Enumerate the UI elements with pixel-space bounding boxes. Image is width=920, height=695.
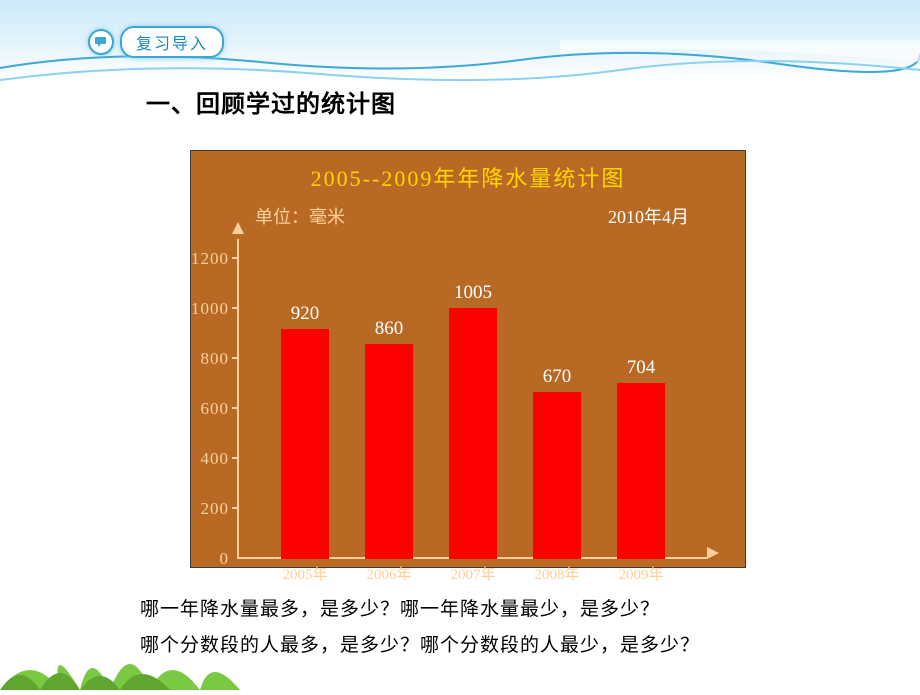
speech-bubble-icon: [88, 29, 114, 55]
category-label: 2008年: [523, 563, 591, 584]
x-axis-arrow-icon: [707, 546, 719, 564]
y-tick-mark: [232, 357, 237, 359]
bar-value-label: 920: [281, 303, 329, 325]
rainfall-chart: 2005--2009年年降水量统计图 单位：毫米 2010年4月 0200400…: [190, 150, 746, 568]
question-line-2: 哪个分数段的人最多，是多少？哪个分数段的人最少，是多少？: [140, 628, 700, 664]
category-label: 2005年: [271, 563, 339, 584]
y-tick-mark: [232, 407, 237, 409]
y-axis: [237, 239, 239, 559]
category-label: 2006年: [355, 563, 423, 584]
section-badge: 复习导入: [88, 26, 224, 58]
bar-value-label: 670: [533, 366, 581, 388]
section-badge-label: 复习导入: [120, 26, 224, 58]
y-tick-label: 800: [201, 349, 230, 369]
chart-bar: 670: [533, 392, 581, 560]
bar-value-label: 860: [365, 318, 413, 340]
bar-value-label: 1005: [449, 282, 497, 304]
category-label: 2009年: [607, 563, 675, 584]
category-label: 2007年: [439, 563, 507, 584]
chart-date-label: 2010年4月: [608, 203, 689, 229]
y-tick-label: 1200: [191, 249, 229, 269]
y-tick-mark: [232, 507, 237, 509]
chart-plot-area: 0200400600800100012009202005年8602006年100…: [237, 235, 723, 559]
chart-bar: 1005: [449, 308, 497, 559]
y-tick-label: 200: [201, 499, 230, 519]
y-tick-label: 0: [220, 549, 230, 569]
question-block: 哪一年降水量最多，是多少？哪一年降水量最少，是多少？ 哪个分数段的人最多，是多少…: [140, 592, 700, 664]
y-tick-mark: [232, 257, 237, 259]
chart-bar: 860: [365, 344, 413, 559]
y-tick-label: 400: [201, 449, 230, 469]
section-heading: 一、回顾学过的统计图: [146, 84, 396, 119]
y-axis-arrow-icon: [232, 221, 244, 239]
chart-unit-label: 单位：毫米: [255, 203, 345, 229]
y-tick-mark: [232, 307, 237, 309]
chart-bar: 704: [617, 383, 665, 559]
y-tick-label: 1000: [191, 299, 229, 319]
y-tick-mark: [232, 457, 237, 459]
question-line-1: 哪一年降水量最多，是多少？哪一年降水量最少，是多少？: [140, 592, 700, 628]
chart-bar: 920: [281, 329, 329, 559]
y-tick-label: 600: [201, 399, 230, 419]
bar-value-label: 704: [617, 357, 665, 379]
chart-title: 2005--2009年年降水量统计图: [191, 151, 745, 193]
